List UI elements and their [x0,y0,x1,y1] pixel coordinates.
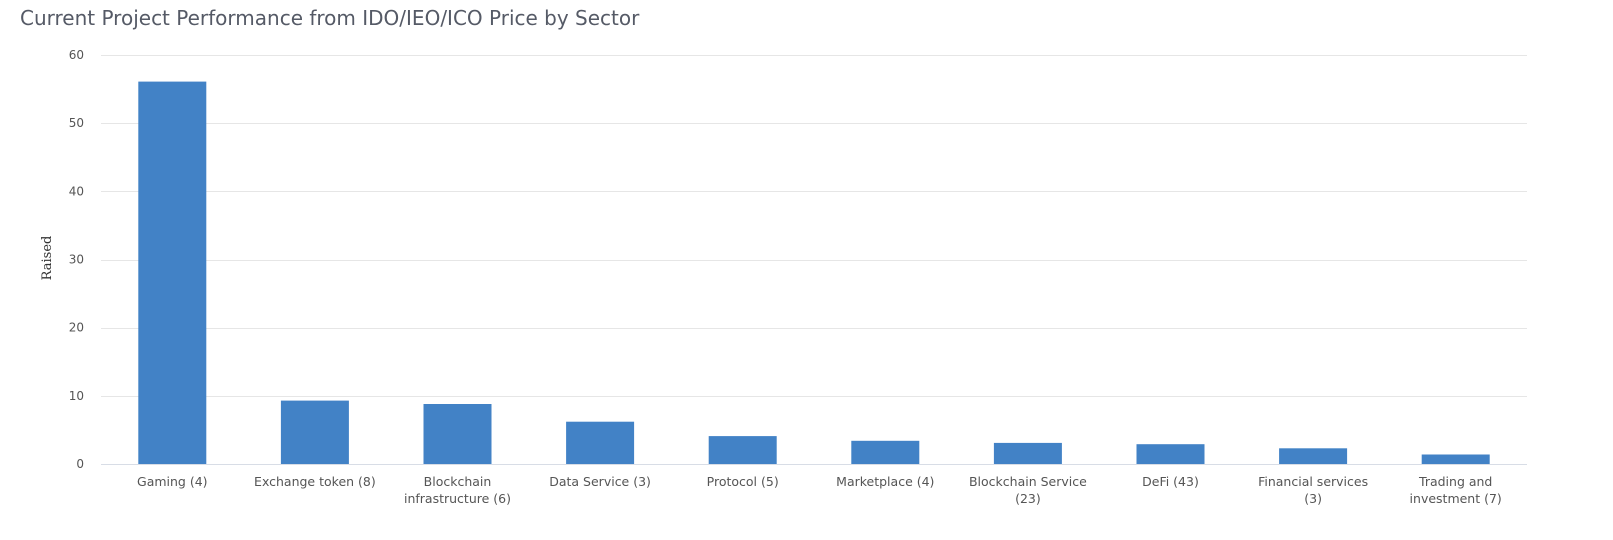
x-tick-label-line: Blockchain Service [969,474,1087,489]
x-tick-label: Trading and investment (7) [1410,474,1502,506]
x-tick-label: Blockchain infrastructure (6) [404,474,511,506]
bar[interactable] [1279,448,1348,464]
gridlines [101,55,1527,465]
bar[interactable] [851,440,920,464]
x-tick-label-line: Exchange token (8) [254,474,376,489]
x-tick-label-line: Blockchain [424,474,492,489]
x-tick-label-line: Financial services [1258,474,1368,489]
x-tick-label-line: Marketplace (4) [836,474,934,489]
y-axis-tick-labels: 0 10 20 30 40 50 60 [69,48,84,471]
bar[interactable] [1421,454,1490,465]
bar[interactable] [280,400,349,464]
x-axis-category-labels: Gaming (4) Exchange token (8) Blockchain in… [137,474,1502,506]
x-tick-label-line: infrastructure (6) [404,491,511,506]
bars [138,81,1490,465]
x-tick-label: Financial services (3) [1258,474,1368,506]
x-tick-label: Blockchain Service (23) [969,474,1087,506]
x-tick-label: Exchange token (8) [254,474,376,489]
y-tick-label: 10 [69,389,84,403]
y-tick-label: 40 [69,184,84,198]
y-tick-label: 50 [69,116,84,130]
y-tick-label: 20 [69,321,84,335]
bar[interactable] [566,421,635,464]
bar[interactable] [423,404,492,464]
bar[interactable] [138,81,207,464]
x-tick-label: Data Service (3) [549,474,651,489]
x-tick-label-line: Gaming (4) [137,474,208,489]
chart-title: Current Project Performance from IDO/IEO… [20,6,640,30]
y-axis-title: Raised [40,236,55,281]
x-tick-label: Gaming (4) [137,474,208,489]
x-tick-label: Protocol (5) [707,474,779,489]
x-tick-label-line: investment (7) [1410,491,1502,506]
y-tick-label: 60 [69,48,84,62]
x-tick-label-line: Protocol (5) [707,474,779,489]
x-tick-label-line: DeFi (43) [1142,474,1199,489]
y-tick-label: 30 [69,253,84,267]
bar[interactable] [993,442,1062,464]
bar[interactable] [1136,444,1205,464]
x-tick-label: DeFi (43) [1142,474,1199,489]
bar[interactable] [708,436,777,464]
x-tick-label-line: Trading and [1418,474,1492,489]
y-tick-label: 0 [76,457,84,471]
x-tick-label-line: Data Service (3) [549,474,651,489]
x-tick-label: Marketplace (4) [836,474,934,489]
x-tick-label-line: (3) [1304,491,1322,506]
x-tick-label-line: (23) [1015,491,1041,506]
